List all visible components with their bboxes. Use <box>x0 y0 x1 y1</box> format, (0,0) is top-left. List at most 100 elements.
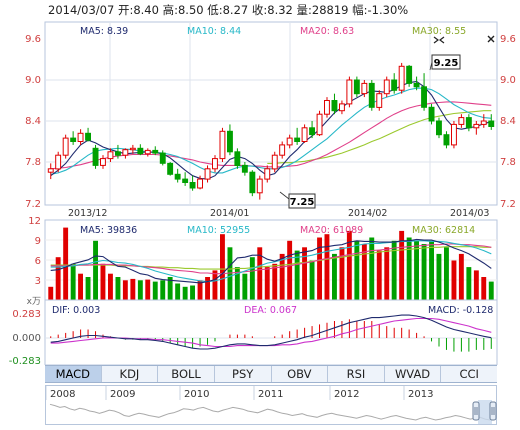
candle-body <box>122 149 129 156</box>
candle-body <box>271 154 278 170</box>
candle-body <box>353 79 360 95</box>
right-drag-handle-icon[interactable] <box>489 401 497 421</box>
tab-cci[interactable]: CCI <box>459 367 479 381</box>
candle-body <box>137 147 144 155</box>
change-value: -1.30% <box>367 3 409 17</box>
candle-body <box>234 151 241 167</box>
candle-body <box>62 137 69 156</box>
volume-bar <box>272 263 278 300</box>
volume-ytick: 6 <box>35 256 41 267</box>
date-label: 2014/02 <box>348 208 387 219</box>
high-value: 8.50 <box>177 3 204 17</box>
year-label: 2013 <box>408 389 433 400</box>
volume-bar <box>234 267 240 300</box>
candle-body <box>115 151 121 156</box>
price-ytick-right: 9.6 <box>500 34 516 45</box>
ma30-line <box>267 110 492 164</box>
price-ma30-legend: MA30: 8.55 <box>412 26 466 37</box>
candle-body <box>316 113 323 136</box>
year-label: 2011 <box>258 389 283 400</box>
dif-line <box>50 314 492 350</box>
volume-ma10-line <box>50 240 492 283</box>
volume-ma10-legend: MA10: 52955 <box>187 225 250 236</box>
volume-bar <box>361 244 367 300</box>
volume-ytick: 9 <box>35 236 41 247</box>
tab-psy[interactable]: PSY <box>215 366 272 382</box>
tab-wvad[interactable]: WVAD <box>385 366 442 382</box>
macd-ytick: 0.283 <box>12 309 41 320</box>
price-ytick-left: 7.8 <box>25 157 41 168</box>
volume-bar <box>429 240 434 301</box>
volume-bar <box>130 278 136 300</box>
volume-ma20-legend: MA20: 61089 <box>300 225 363 236</box>
volume-bar <box>488 281 494 300</box>
volume-bar <box>48 286 54 300</box>
candle-body <box>286 137 293 146</box>
volume-bar <box>167 277 173 300</box>
tab-kdj[interactable]: KDJ <box>102 366 159 382</box>
volume-bar <box>108 273 113 300</box>
max-price-box <box>431 54 461 70</box>
volume-bar <box>384 247 390 300</box>
close-chart-icon[interactable] <box>487 35 495 43</box>
max-price-label: 9.25 <box>434 58 459 69</box>
dif-legend: DIF: 0.003 <box>52 305 100 316</box>
price-ytick-left: 9.0 <box>25 75 41 86</box>
volume-bar <box>100 263 106 300</box>
volume-ytick: 12 <box>28 216 41 227</box>
volume-bar <box>145 279 151 300</box>
candle-body <box>197 178 204 189</box>
stock-chart: MA5: 8.39 MA10: 8.44 MA20: 8.63 MA30: 8.… <box>9 21 516 365</box>
volume-bar <box>339 247 345 300</box>
quote-header: 2014/03/07 开:8.40 高:8.50 低:8.27 收:8.32 量… <box>48 3 409 17</box>
overview-selection[interactable] <box>478 400 492 424</box>
volume-bar <box>227 247 233 300</box>
min-price-box <box>288 193 316 209</box>
open-value: 8.40 <box>133 3 159 17</box>
volume-bar <box>279 253 285 300</box>
volume-bar <box>399 230 405 300</box>
price-ytick-right: 7.2 <box>500 199 516 210</box>
overview-price-line <box>49 403 491 421</box>
candle-body <box>368 82 375 108</box>
volume-panel: MA5: 39836 MA10: 52955 MA20: 61089 MA30:… <box>27 216 498 307</box>
candle-body <box>256 178 263 194</box>
candle-body <box>264 168 271 180</box>
candle-body <box>451 123 457 146</box>
zoom-icon[interactable] <box>433 36 445 44</box>
volume-bar <box>444 247 449 300</box>
volume-bar <box>152 281 158 300</box>
candle-body <box>391 79 398 91</box>
indicator-tabs: MACD KDJ BOLL PSY OBV RSI WVAD CCI <box>45 365 497 383</box>
candle-body <box>241 164 248 173</box>
volume-bar <box>63 227 69 300</box>
volume-bar <box>332 253 337 300</box>
tab-boll[interactable]: BOLL <box>158 366 215 382</box>
candle-body <box>421 86 428 108</box>
volume-bar <box>481 277 487 300</box>
volume-bar <box>317 237 322 300</box>
volume-bar <box>376 250 382 300</box>
volume-bar <box>473 270 479 300</box>
price-ytick-right: 7.8 <box>500 157 516 168</box>
volume-ma20-line <box>50 243 492 275</box>
tab-macd[interactable]: MACD <box>45 366 102 382</box>
tab-rsi[interactable]: RSI <box>328 366 385 382</box>
left-drag-handle-icon[interactable] <box>472 401 480 421</box>
volume-bar <box>190 285 195 300</box>
volume-bar <box>220 234 225 300</box>
candle-body <box>428 106 435 122</box>
candle-body <box>324 100 330 115</box>
candle-body <box>376 93 383 108</box>
macd-panel-frame <box>44 299 498 365</box>
candle-body <box>301 127 308 143</box>
candle-body <box>77 132 84 143</box>
price-ma20-legend: MA20: 8.63 <box>300 26 354 37</box>
tab-obv[interactable]: OBV <box>272 366 329 382</box>
volume-bar <box>354 240 360 301</box>
candle-body <box>488 120 495 127</box>
volume-ma30-legend: MA30: 62814 <box>412 225 475 236</box>
volume-bar <box>160 280 166 301</box>
overview-timeline[interactable]: 2008 2009 2010 2011 2012 2013 <box>45 385 497 425</box>
candle-body <box>294 137 301 143</box>
